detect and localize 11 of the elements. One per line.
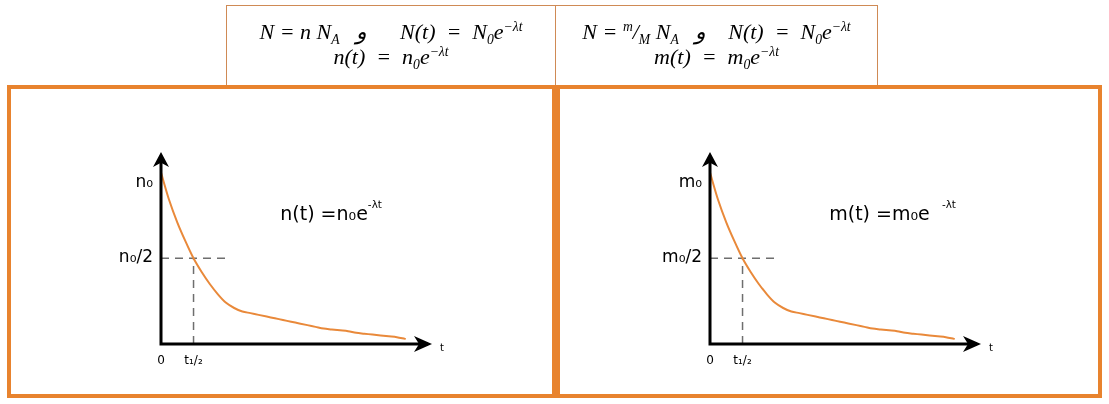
x-tick-label: t₁/₂	[184, 353, 203, 368]
text: n₀	[135, 171, 154, 192]
x-tick-label: t₁/₂	[733, 353, 752, 368]
text: n₀/2	[118, 246, 154, 267]
x-tick-label: 0	[706, 353, 714, 368]
x-axis-title: t	[989, 341, 993, 353]
annotation: m(t) =m₀e -λt	[829, 198, 956, 224]
text: m₀	[678, 171, 703, 192]
x-axis-title: t	[440, 341, 444, 353]
text: m₀/2	[662, 246, 702, 267]
x-tick-label: 0	[157, 353, 165, 368]
